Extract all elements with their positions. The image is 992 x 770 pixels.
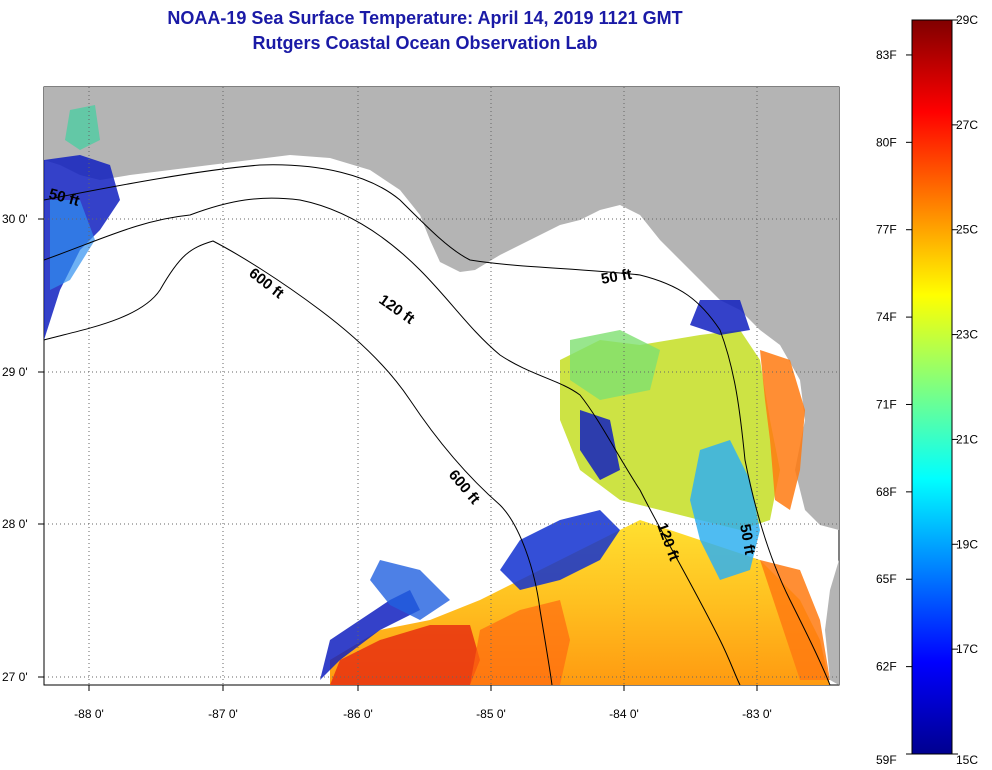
land-area — [44, 87, 839, 530]
lon-label: -83 0' — [742, 707, 772, 721]
contour-label-50ft-north: 50 ft — [600, 266, 633, 288]
lon-label: -86 0' — [343, 707, 373, 721]
colorbar-label-celsius: 25C — [956, 223, 978, 237]
colorbar-label-fahrenheit: 74F — [876, 310, 897, 324]
temperature-colorbar: 83F 80F 77F 74F 71F 68F 65F 62F 59F 29C 27C 25C 23C… — [876, 14, 978, 767]
colorbar-label-fahrenheit: 83F — [876, 48, 897, 62]
colorbar-label-fahrenheit: 71F — [876, 397, 897, 411]
colorbar-label-celsius: 27C — [956, 118, 978, 132]
colorbar-label-fahrenheit: 80F — [876, 135, 897, 149]
colorbar-label-fahrenheit: 65F — [876, 572, 897, 586]
colorbar-label-celsius: 19C — [956, 537, 978, 551]
lon-label: -85 0' — [476, 707, 506, 721]
contour-label-50ft-south: 50 ft — [736, 523, 758, 556]
sst-map: 600 ft 120 ft 50 ft 600 ft 120 ft 50 ft … — [2, 86, 840, 721]
lat-label: 28 0' — [2, 517, 28, 531]
tick-marks — [38, 218, 758, 691]
lon-label: -87 0' — [208, 707, 238, 721]
sst-overlay — [44, 105, 830, 685]
colorbar-label-fahrenheit: 59F — [876, 753, 897, 767]
lat-label: 30 0' — [2, 212, 28, 226]
colorbar-label-fahrenheit: 62F — [876, 660, 897, 674]
colorbar-label-celsius: 15C — [956, 753, 978, 767]
lon-label: -88 0' — [74, 707, 104, 721]
colorbar-label-fahrenheit: 68F — [876, 485, 897, 499]
lon-label: -84 0' — [609, 707, 639, 721]
lat-label: 27 0' — [2, 670, 28, 684]
colorbar-label-celsius: 21C — [956, 432, 978, 446]
colorbar-label-celsius: 17C — [956, 642, 978, 656]
land-florida-south — [825, 560, 839, 685]
colorbar-label-fahrenheit: 77F — [876, 223, 897, 237]
colorbar-label-celsius: 29C — [956, 14, 978, 27]
grid-lines — [44, 87, 839, 685]
depth-contours — [43, 164, 831, 686]
map-subtitle: Rutgers Coastal Ocean Observation Lab — [252, 33, 598, 53]
map-title: NOAA-19 Sea Surface Temperature: April 1… — [167, 8, 683, 28]
colorbar-label-celsius: 23C — [956, 328, 978, 342]
lat-label: 29 0' — [2, 365, 28, 379]
colorbar-gradient — [911, 19, 953, 755]
